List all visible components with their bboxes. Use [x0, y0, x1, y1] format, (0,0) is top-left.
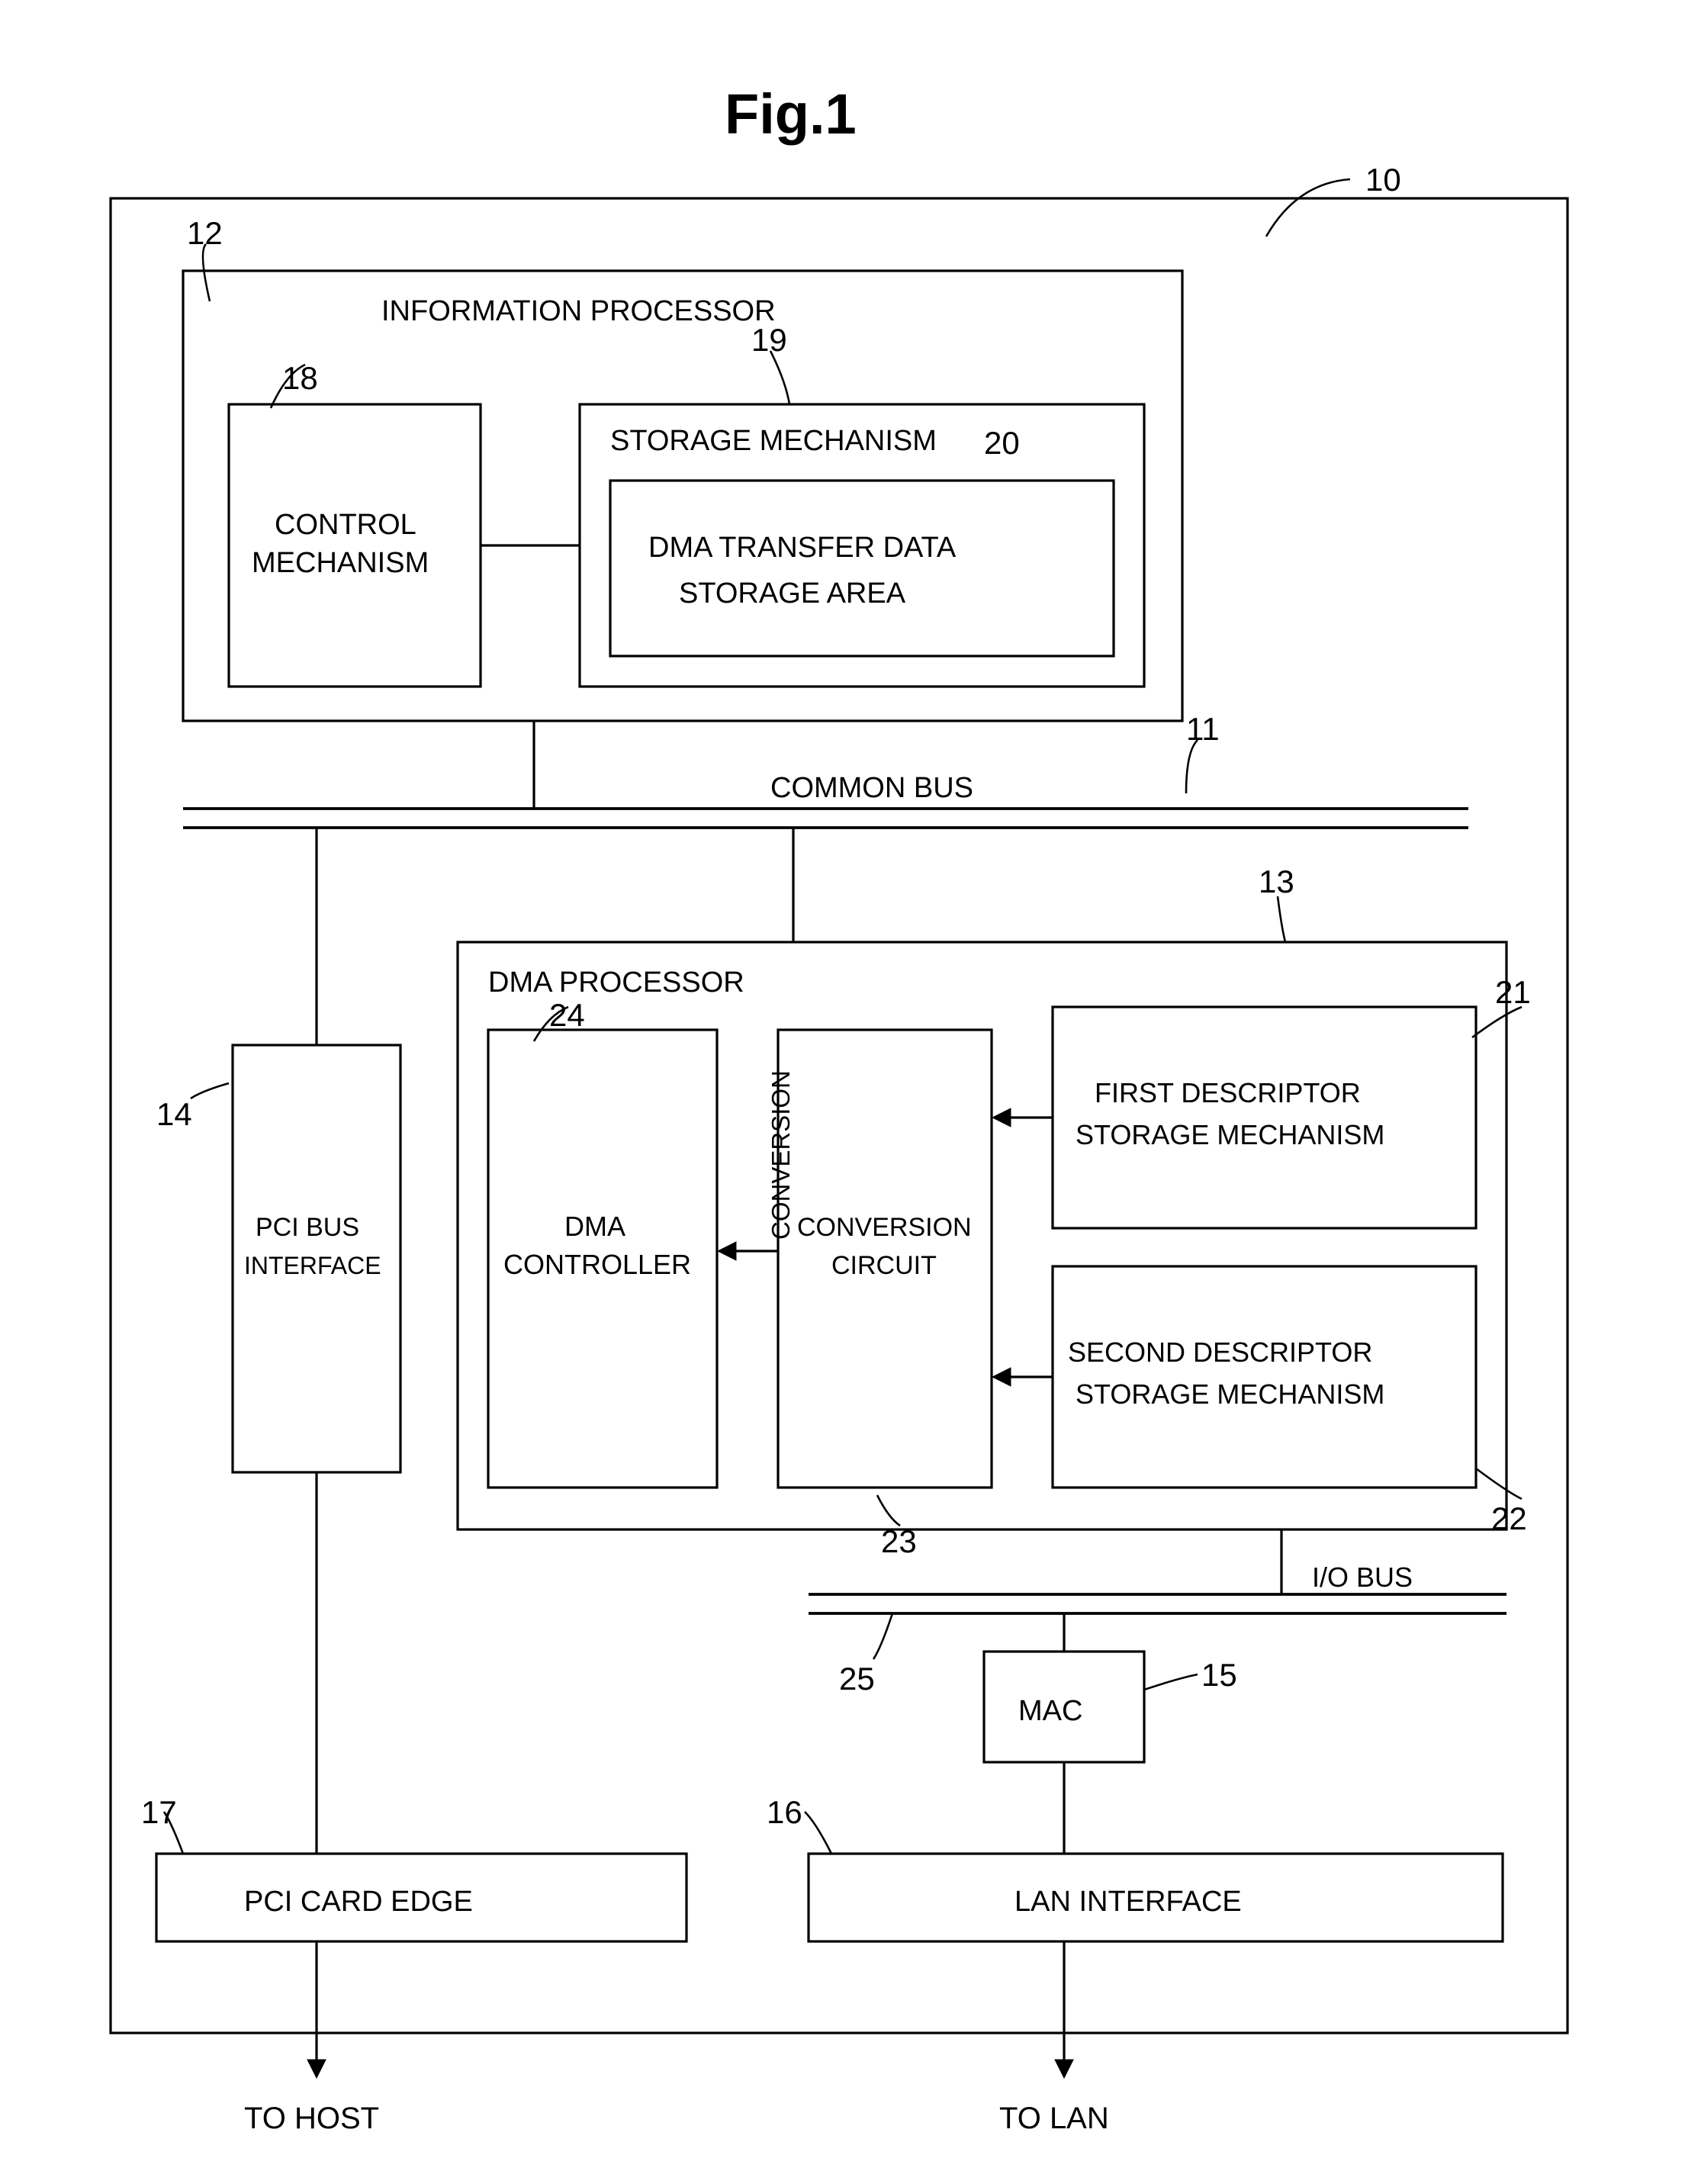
second-desc-l1: SECOND DESCRIPTOR — [1068, 1336, 1372, 1368]
dma-processor-label: DMA PROCESSOR — [488, 967, 744, 999]
dma-controller-l1: DMA — [564, 1211, 625, 1242]
first-desc-l2: STORAGE MECHANISM — [1076, 1119, 1384, 1150]
ref-16: 16 — [767, 1794, 802, 1830]
conversion-l1: CONVERSION — [767, 1070, 795, 1240]
mac-label: MAC — [1018, 1695, 1082, 1727]
ref-18: 18 — [282, 360, 318, 396]
storage-mechanism-label: STORAGE MECHANISM — [610, 425, 937, 457]
second-desc-box — [1053, 1266, 1476, 1488]
io-bus-label: I/O BUS — [1312, 1562, 1413, 1593]
conv-l2-horiz: CIRCUIT — [831, 1251, 937, 1280]
control-mechanism-l2: MECHANISM — [252, 547, 429, 579]
ref-25: 25 — [839, 1661, 875, 1697]
dma-controller-l2: CONTROLLER — [503, 1249, 691, 1280]
ref-17: 17 — [141, 1794, 177, 1830]
control-mechanism-l1: CONTROL — [275, 509, 416, 541]
ref-22: 22 — [1491, 1500, 1527, 1536]
ref-21: 21 — [1495, 974, 1531, 1010]
ref-20: 20 — [984, 425, 1020, 461]
control-mechanism-box — [229, 404, 481, 687]
ref-10: 10 — [1365, 162, 1401, 198]
pci-bus-if-l1: PCI BUS — [256, 1213, 359, 1242]
to-host-label: TO HOST — [244, 2102, 379, 2135]
ref-13: 13 — [1259, 864, 1294, 899]
ref-24: 24 — [549, 997, 585, 1033]
dma-area-l2: STORAGE AREA — [679, 577, 906, 610]
ref-14: 14 — [156, 1096, 192, 1132]
dma-area-box — [610, 481, 1114, 656]
ref-19: 19 — [751, 322, 787, 358]
second-desc-l2: STORAGE MECHANISM — [1076, 1378, 1384, 1410]
dma-area-l1: DMA TRANSFER DATA — [648, 532, 957, 564]
ref-15: 15 — [1201, 1657, 1237, 1693]
common-bus-label: COMMON BUS — [770, 772, 973, 804]
first-desc-l1: FIRST DESCRIPTOR — [1095, 1077, 1361, 1108]
to-lan-label: TO LAN — [999, 2102, 1109, 2135]
first-desc-box — [1053, 1007, 1476, 1228]
figure-title: Fig.1 — [725, 82, 857, 146]
lan-if-label: LAN INTERFACE — [1014, 1886, 1242, 1918]
outer-box — [111, 198, 1568, 2033]
pci-edge-label: PCI CARD EDGE — [244, 1886, 473, 1918]
pci-bus-if-l2: INTERFACE — [244, 1252, 381, 1279]
info-processor-box — [183, 271, 1182, 721]
ref-12: 12 — [187, 215, 223, 251]
info-processor-label: INFORMATION PROCESSOR — [381, 295, 776, 327]
conv-l1-horiz: CONVERSION — [797, 1213, 972, 1242]
ref-11: 11 — [1186, 711, 1220, 747]
ref-23: 23 — [881, 1523, 917, 1559]
